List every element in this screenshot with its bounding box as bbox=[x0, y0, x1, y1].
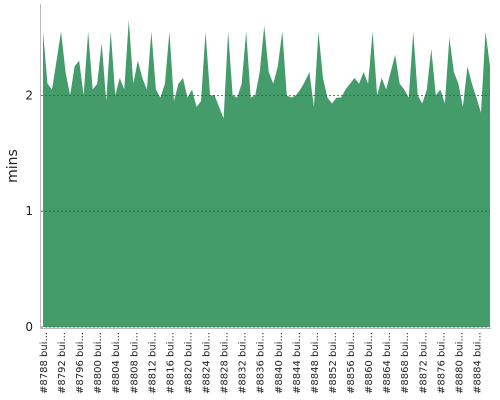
x-tick-label: #8848 bui... bbox=[310, 332, 321, 394]
y-tick-label: 2 bbox=[25, 88, 33, 102]
x-tick-label: #8796 bui... bbox=[75, 332, 86, 394]
x-tick-label: #8820 bui... bbox=[183, 332, 194, 394]
x-tick-label: #8856 bui... bbox=[346, 332, 357, 394]
x-tick-label: #8860 bui... bbox=[364, 332, 375, 394]
x-tick-label: #8828 bui... bbox=[220, 332, 231, 394]
x-tick-label: #8816 bui... bbox=[165, 332, 176, 394]
x-tick-label: #8844 bui... bbox=[292, 332, 303, 394]
y-tick-label: 0 bbox=[25, 320, 33, 334]
x-tick-label: #8872 bui... bbox=[418, 332, 429, 394]
x-tick-label: #8880 bui... bbox=[454, 332, 465, 394]
x-tick-label: #8868 bui... bbox=[400, 332, 411, 394]
x-tick-label: #8836 bui... bbox=[256, 332, 267, 394]
y-tick-label: 1 bbox=[25, 204, 33, 218]
x-tick-label: #8884 bui... bbox=[472, 332, 483, 394]
x-tick-label: #8824 bui... bbox=[202, 332, 213, 394]
x-tick-label: #8832 bui... bbox=[238, 332, 249, 394]
x-tick-label: #8800 bui... bbox=[93, 332, 104, 394]
x-tick-label: #8792 bui... bbox=[57, 332, 68, 394]
area bbox=[43, 20, 490, 327]
x-tick-label: #8804 bui... bbox=[111, 332, 122, 394]
y-axis-label: mins bbox=[5, 149, 21, 183]
x-tick-label: #8852 bui... bbox=[328, 332, 339, 394]
x-tick-label: #8812 bui... bbox=[147, 332, 158, 394]
x-tick-label: #8876 bui... bbox=[436, 332, 447, 394]
x-tick-label: #8840 bui... bbox=[274, 332, 285, 394]
x-tick-label: #8788 bui... bbox=[39, 332, 50, 394]
x-tick-label: #8864 bui... bbox=[382, 332, 393, 394]
x-tick-label: #8808 bui... bbox=[129, 332, 140, 394]
